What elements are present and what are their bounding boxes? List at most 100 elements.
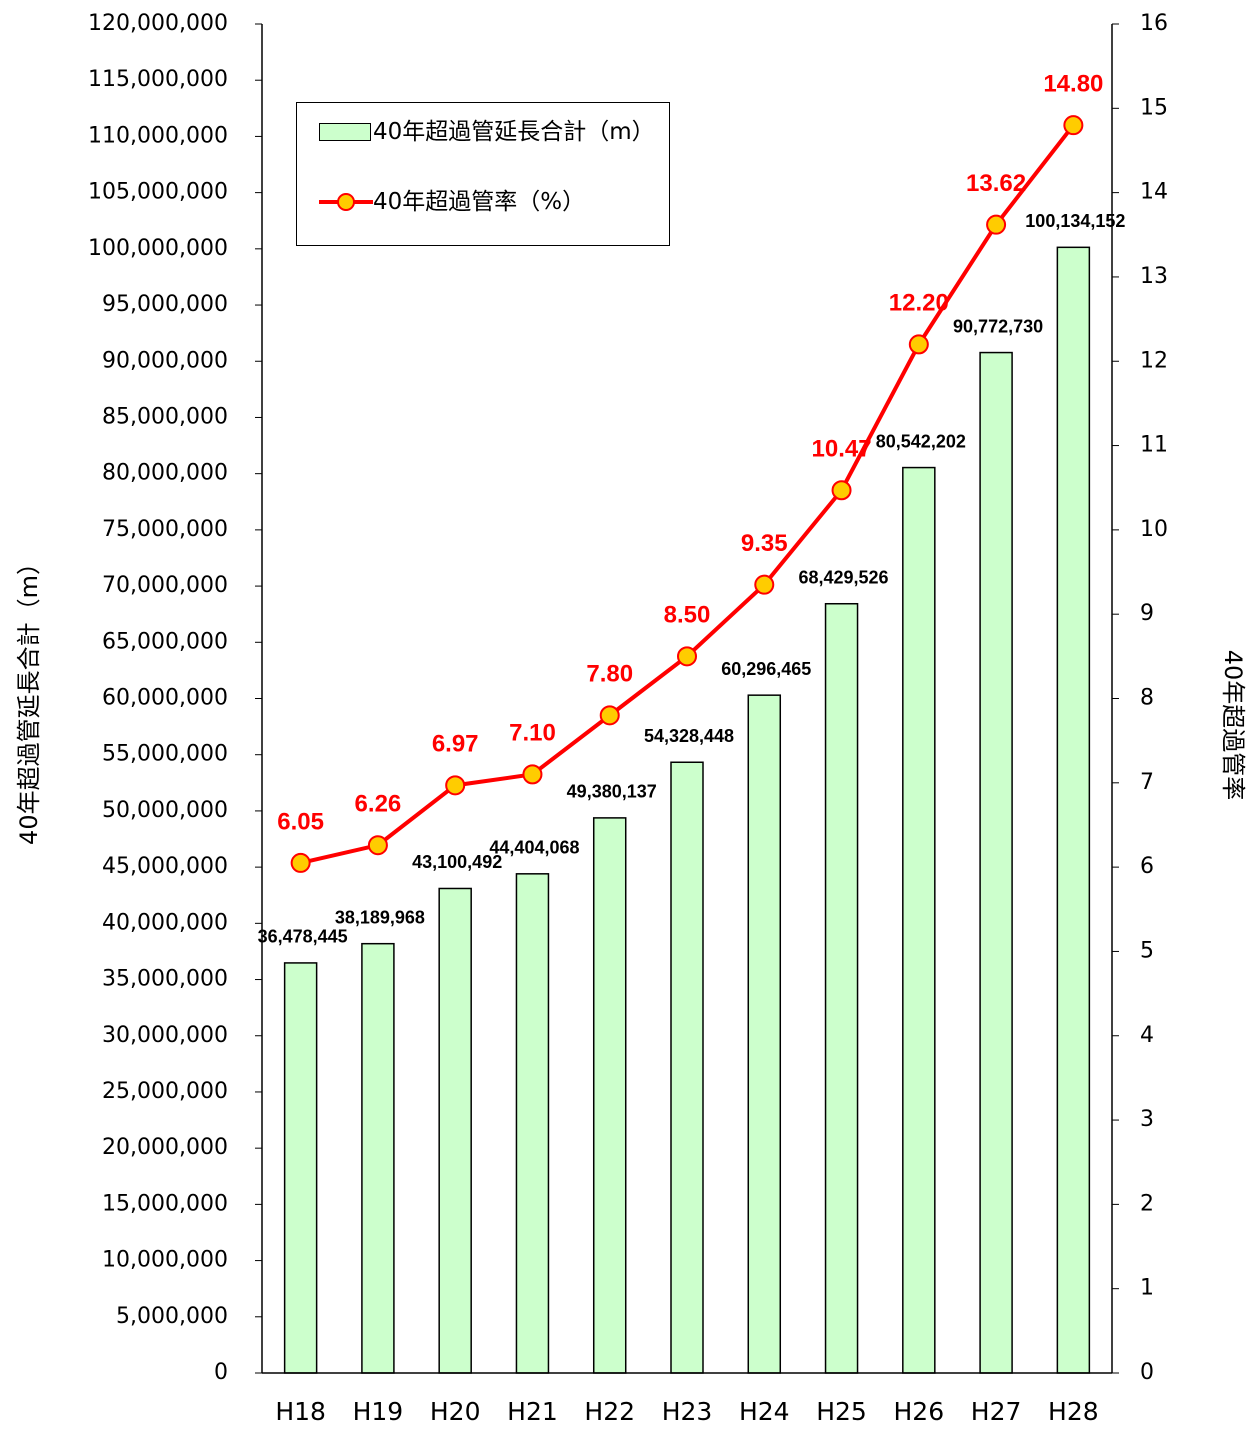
y-tick-label: 15,000,000 bbox=[102, 1191, 228, 1216]
legend-swatch bbox=[319, 115, 373, 143]
x-tick-label: H19 bbox=[353, 1397, 404, 1426]
y2-tick-label: 10 bbox=[1140, 517, 1168, 542]
legend-marker bbox=[337, 193, 355, 211]
y-tick-label: 10,000,000 bbox=[102, 1248, 228, 1273]
legend-label: 40年超過管延長合計（m） bbox=[373, 119, 655, 145]
bar-value-label: 54,328,448 bbox=[644, 726, 734, 746]
y-tick-label: 120,000,000 bbox=[88, 11, 228, 36]
y-tick-label: 105,000,000 bbox=[88, 180, 228, 205]
legend-label: 40年超過管率（%） bbox=[373, 189, 586, 215]
y2-tick-label: 4 bbox=[1140, 1023, 1154, 1048]
y-tick-label: 70,000,000 bbox=[102, 573, 228, 598]
bar-value-label: 100,134,152 bbox=[1025, 211, 1125, 231]
x-tick-label: H24 bbox=[739, 1397, 790, 1426]
line-value-label: 8.50 bbox=[664, 602, 711, 629]
y-tick-label: 100,000,000 bbox=[88, 236, 228, 261]
legend-item: 40年超過管延長合計（m） bbox=[319, 115, 655, 149]
y-tick-label: 25,000,000 bbox=[102, 1079, 228, 1104]
x-tick-label: H18 bbox=[275, 1397, 326, 1426]
x-tick-label: H25 bbox=[816, 1397, 867, 1426]
legend-line-swatch bbox=[319, 193, 373, 211]
y2-tick-label: 14 bbox=[1140, 180, 1168, 205]
y2-tick-label: 11 bbox=[1140, 433, 1168, 458]
line-marker bbox=[290, 852, 311, 873]
line-value-label: 7.80 bbox=[586, 661, 633, 688]
line-value-label: 6.97 bbox=[432, 731, 479, 758]
line-marker bbox=[445, 775, 466, 796]
bar-value-label: 36,478,445 bbox=[258, 927, 348, 947]
y-tick-label: 50,000,000 bbox=[102, 798, 228, 823]
y2-tick-label: 2 bbox=[1140, 1191, 1154, 1216]
line-marker bbox=[522, 764, 543, 785]
line-value-label: 14.80 bbox=[1043, 71, 1103, 98]
bar bbox=[979, 351, 1013, 1374]
line-value-label: 6.26 bbox=[355, 791, 402, 818]
line-value-label: 12.20 bbox=[889, 290, 949, 317]
bar bbox=[361, 942, 395, 1374]
x-tick-label: H28 bbox=[1048, 1397, 1099, 1426]
x-tick-label: H26 bbox=[894, 1397, 945, 1426]
y2-tick-label: 9 bbox=[1140, 601, 1154, 626]
line-marker bbox=[831, 480, 852, 501]
line-marker bbox=[1063, 115, 1084, 136]
y2-tick-label: 13 bbox=[1140, 264, 1168, 289]
bar-value-label: 60,296,465 bbox=[721, 659, 811, 679]
y2-tick-label: 15 bbox=[1140, 95, 1168, 120]
y2-tick-label: 1 bbox=[1140, 1276, 1154, 1301]
legend-item: 40年超過管率（%） bbox=[319, 185, 653, 219]
y2-tick-label: 3 bbox=[1140, 1107, 1154, 1132]
y-tick-label: 5,000,000 bbox=[116, 1304, 228, 1329]
bar-value-label: 38,189,968 bbox=[335, 907, 425, 927]
bar bbox=[438, 887, 472, 1374]
line-marker bbox=[677, 646, 697, 667]
bar-value-label: 90,772,730 bbox=[953, 316, 1043, 336]
y2-tick-label: 16 bbox=[1140, 11, 1168, 36]
y-axis-title: 40年超過管延長合計（m） bbox=[15, 551, 43, 845]
y-tick-label: 85,000,000 bbox=[102, 404, 228, 429]
y-tick-label: 0 bbox=[214, 1360, 228, 1385]
y-tick-label: 35,000,000 bbox=[102, 967, 228, 992]
y-tick-label: 45,000,000 bbox=[102, 854, 228, 879]
x-tick-label: H27 bbox=[971, 1397, 1022, 1426]
y2-axis-title: 40年超過管率 bbox=[1219, 650, 1247, 801]
y-tick-label: 65,000,000 bbox=[102, 629, 228, 654]
bar-value-label: 43,100,492 bbox=[412, 852, 502, 872]
line-marker bbox=[908, 334, 929, 355]
line-value-label: 9.35 bbox=[741, 530, 788, 557]
bar bbox=[1056, 246, 1091, 1374]
y-tick-label: 55,000,000 bbox=[102, 742, 228, 767]
line-value-label: 7.10 bbox=[509, 720, 556, 747]
y-tick-label: 90,000,000 bbox=[102, 348, 228, 373]
x-tick-label: H20 bbox=[430, 1397, 481, 1426]
line-value-label: 13.62 bbox=[966, 170, 1026, 197]
legend-bar-swatch bbox=[319, 123, 371, 141]
legend-swatch bbox=[319, 185, 373, 213]
y-tick-label: 95,000,000 bbox=[102, 292, 228, 317]
y-tick-label: 110,000,000 bbox=[88, 123, 228, 148]
line-marker bbox=[754, 574, 775, 595]
bar bbox=[902, 466, 936, 1374]
y-tick-label: 75,000,000 bbox=[102, 517, 228, 542]
y-tick-label: 80,000,000 bbox=[102, 461, 228, 486]
line-value-label: 10.47 bbox=[812, 436, 872, 463]
x-tick-label: H21 bbox=[507, 1397, 558, 1426]
y2-tick-label: 8 bbox=[1140, 686, 1154, 711]
line-marker bbox=[986, 214, 1007, 235]
bar-value-label: 44,404,068 bbox=[489, 838, 579, 858]
y2-tick-label: 5 bbox=[1140, 938, 1154, 963]
bar bbox=[283, 962, 318, 1374]
line-marker bbox=[367, 835, 388, 856]
bar bbox=[670, 761, 704, 1374]
y2-tick-label: 7 bbox=[1140, 770, 1154, 795]
y-tick-label: 30,000,000 bbox=[102, 1023, 228, 1048]
line-marker bbox=[599, 705, 620, 726]
y2-tick-label: 0 bbox=[1140, 1360, 1154, 1385]
bar bbox=[824, 602, 859, 1374]
legend: 40年超過管延長合計（m） 40年超過管率（%） bbox=[296, 102, 670, 246]
bar-value-label: 68,429,526 bbox=[798, 567, 888, 587]
y-tick-label: 40,000,000 bbox=[102, 910, 228, 935]
line-value-label: 6.05 bbox=[277, 808, 324, 835]
y-tick-label: 60,000,000 bbox=[102, 686, 228, 711]
